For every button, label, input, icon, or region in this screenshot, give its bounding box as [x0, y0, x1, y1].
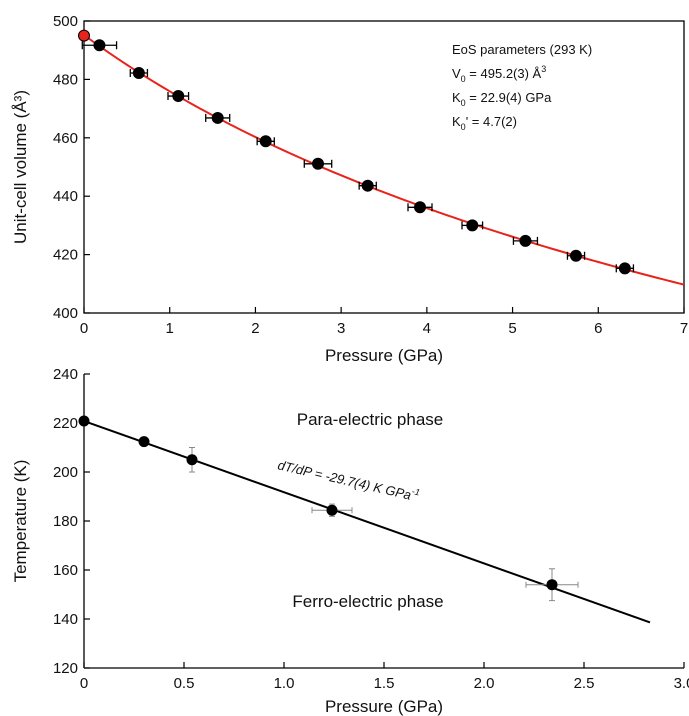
- top-x-tick-label: 4: [423, 320, 431, 337]
- top-x-tick-label: 6: [594, 320, 602, 337]
- top-data-point: [414, 201, 426, 214]
- bottom-x-tick-label: 2.5: [574, 675, 595, 692]
- eos-k0: K0 = 22.9(4) GPa: [452, 90, 552, 108]
- eos-title: EoS parameters (293 K): [452, 42, 592, 57]
- top-fit-line: [83, 34, 685, 286]
- bottom-y-tick-label: 180: [53, 513, 78, 530]
- bottom-x-axis-title: Pressure (GPa): [325, 697, 443, 716]
- top-plot-frame: [83, 20, 685, 314]
- eos-k0-value: 22.9(4) GPa: [481, 90, 553, 105]
- top-y-tick-label: 460: [53, 130, 78, 147]
- top-chart: 0 1 2 3 4 5 6 7 400 420 440 460 480 500 Pressure (GPa…: [11, 13, 688, 365]
- bottom-y-axis-title: Temperature (K): [11, 460, 30, 583]
- bottom-data-point: [138, 436, 150, 448]
- top-y-tick-label: 480: [53, 71, 78, 88]
- para-electric-label: Para-electric phase: [297, 410, 443, 429]
- top-y-axis-title: Unit-cell volume (Å³): [11, 90, 30, 244]
- top-data-point: [132, 66, 145, 79]
- top-data-point: [361, 179, 374, 192]
- bottom-data-point: [186, 454, 198, 466]
- top-data-point: [172, 90, 185, 103]
- bottom-y-tick-label: 140: [53, 611, 78, 628]
- bottom-x-tick-label: 0: [80, 675, 88, 692]
- top-ambient-point: [78, 29, 90, 42]
- top-x-axis-title: Pressure (GPa): [325, 346, 443, 365]
- bottom-x-tick-label: 1.5: [374, 675, 395, 692]
- bottom-y-tick-label: 240: [53, 366, 78, 383]
- top-y-tick-label: 420: [53, 247, 78, 264]
- bottom-y-tick-label: 220: [53, 415, 78, 432]
- bottom-x-tick-label: 0.5: [174, 675, 195, 692]
- top-y-tick-label: 400: [53, 305, 78, 322]
- bottom-axis-ticks: 0 0.5 1.0 1.5 2.0 2.5 3.0 120 140 160 180 200 220 240: [53, 366, 689, 692]
- top-data-point: [259, 135, 272, 148]
- top-data-point: [570, 249, 582, 262]
- bottom-x-tick-label: 1.0: [274, 675, 295, 692]
- bottom-y-tick-label: 200: [53, 464, 78, 481]
- top-x-tick-label: 5: [508, 320, 516, 337]
- top-x-tick-label: 1: [166, 320, 174, 337]
- top-data-point: [519, 234, 532, 247]
- bottom-data-point: [546, 579, 558, 591]
- top-x-tick-label: 7: [680, 320, 688, 337]
- bottom-y-tick-label: 160: [53, 562, 78, 579]
- top-data-point: [466, 219, 479, 232]
- top-x-tick-label: 2: [251, 320, 259, 337]
- eos-k0p-value: 4.7(2): [483, 114, 517, 129]
- bottom-data-point: [78, 415, 90, 427]
- top-data-point: [211, 111, 224, 124]
- eos-v0: V0 = 495.2(3) Å3: [452, 64, 546, 84]
- top-y-tick-label: 500: [53, 13, 78, 30]
- bottom-y-tick-label: 120: [53, 660, 78, 677]
- eos-annotation: EoS parameters (293 K) V0 = 495.2(3) Å3 …: [452, 42, 592, 132]
- bottom-x-tick-label: 3.0: [674, 675, 689, 692]
- bottom-x-tick-label: 2.0: [474, 675, 495, 692]
- bottom-data-points: [78, 415, 579, 602]
- slope-label-super: -1: [411, 486, 421, 498]
- top-x-tick-label: 0: [80, 320, 88, 337]
- top-data-point: [618, 262, 631, 275]
- top-data-point: [312, 157, 324, 170]
- bottom-trend-line: [83, 420, 651, 624]
- top-data-points: [78, 29, 635, 275]
- eos-v0-super: 3: [541, 64, 546, 74]
- bottom-chart: 0 0.5 1.0 1.5 2.0 2.5 3.0 120 140 160 180 200 220 240…: [11, 366, 689, 716]
- top-x-tick-label: 3: [337, 320, 345, 337]
- top-data-point: [93, 39, 106, 52]
- eos-v0-value: 495.2(3) Å: [481, 66, 542, 81]
- eos-k0p: K0' = 4.7(2): [452, 114, 517, 132]
- top-axis-ticks: 0 1 2 3 4 5 6 7 400 420 440 460 480 500: [53, 13, 688, 337]
- ferro-electric-label: Ferro-electric phase: [292, 592, 443, 611]
- top-y-tick-label: 440: [53, 188, 78, 205]
- bottom-data-point: [326, 504, 338, 516]
